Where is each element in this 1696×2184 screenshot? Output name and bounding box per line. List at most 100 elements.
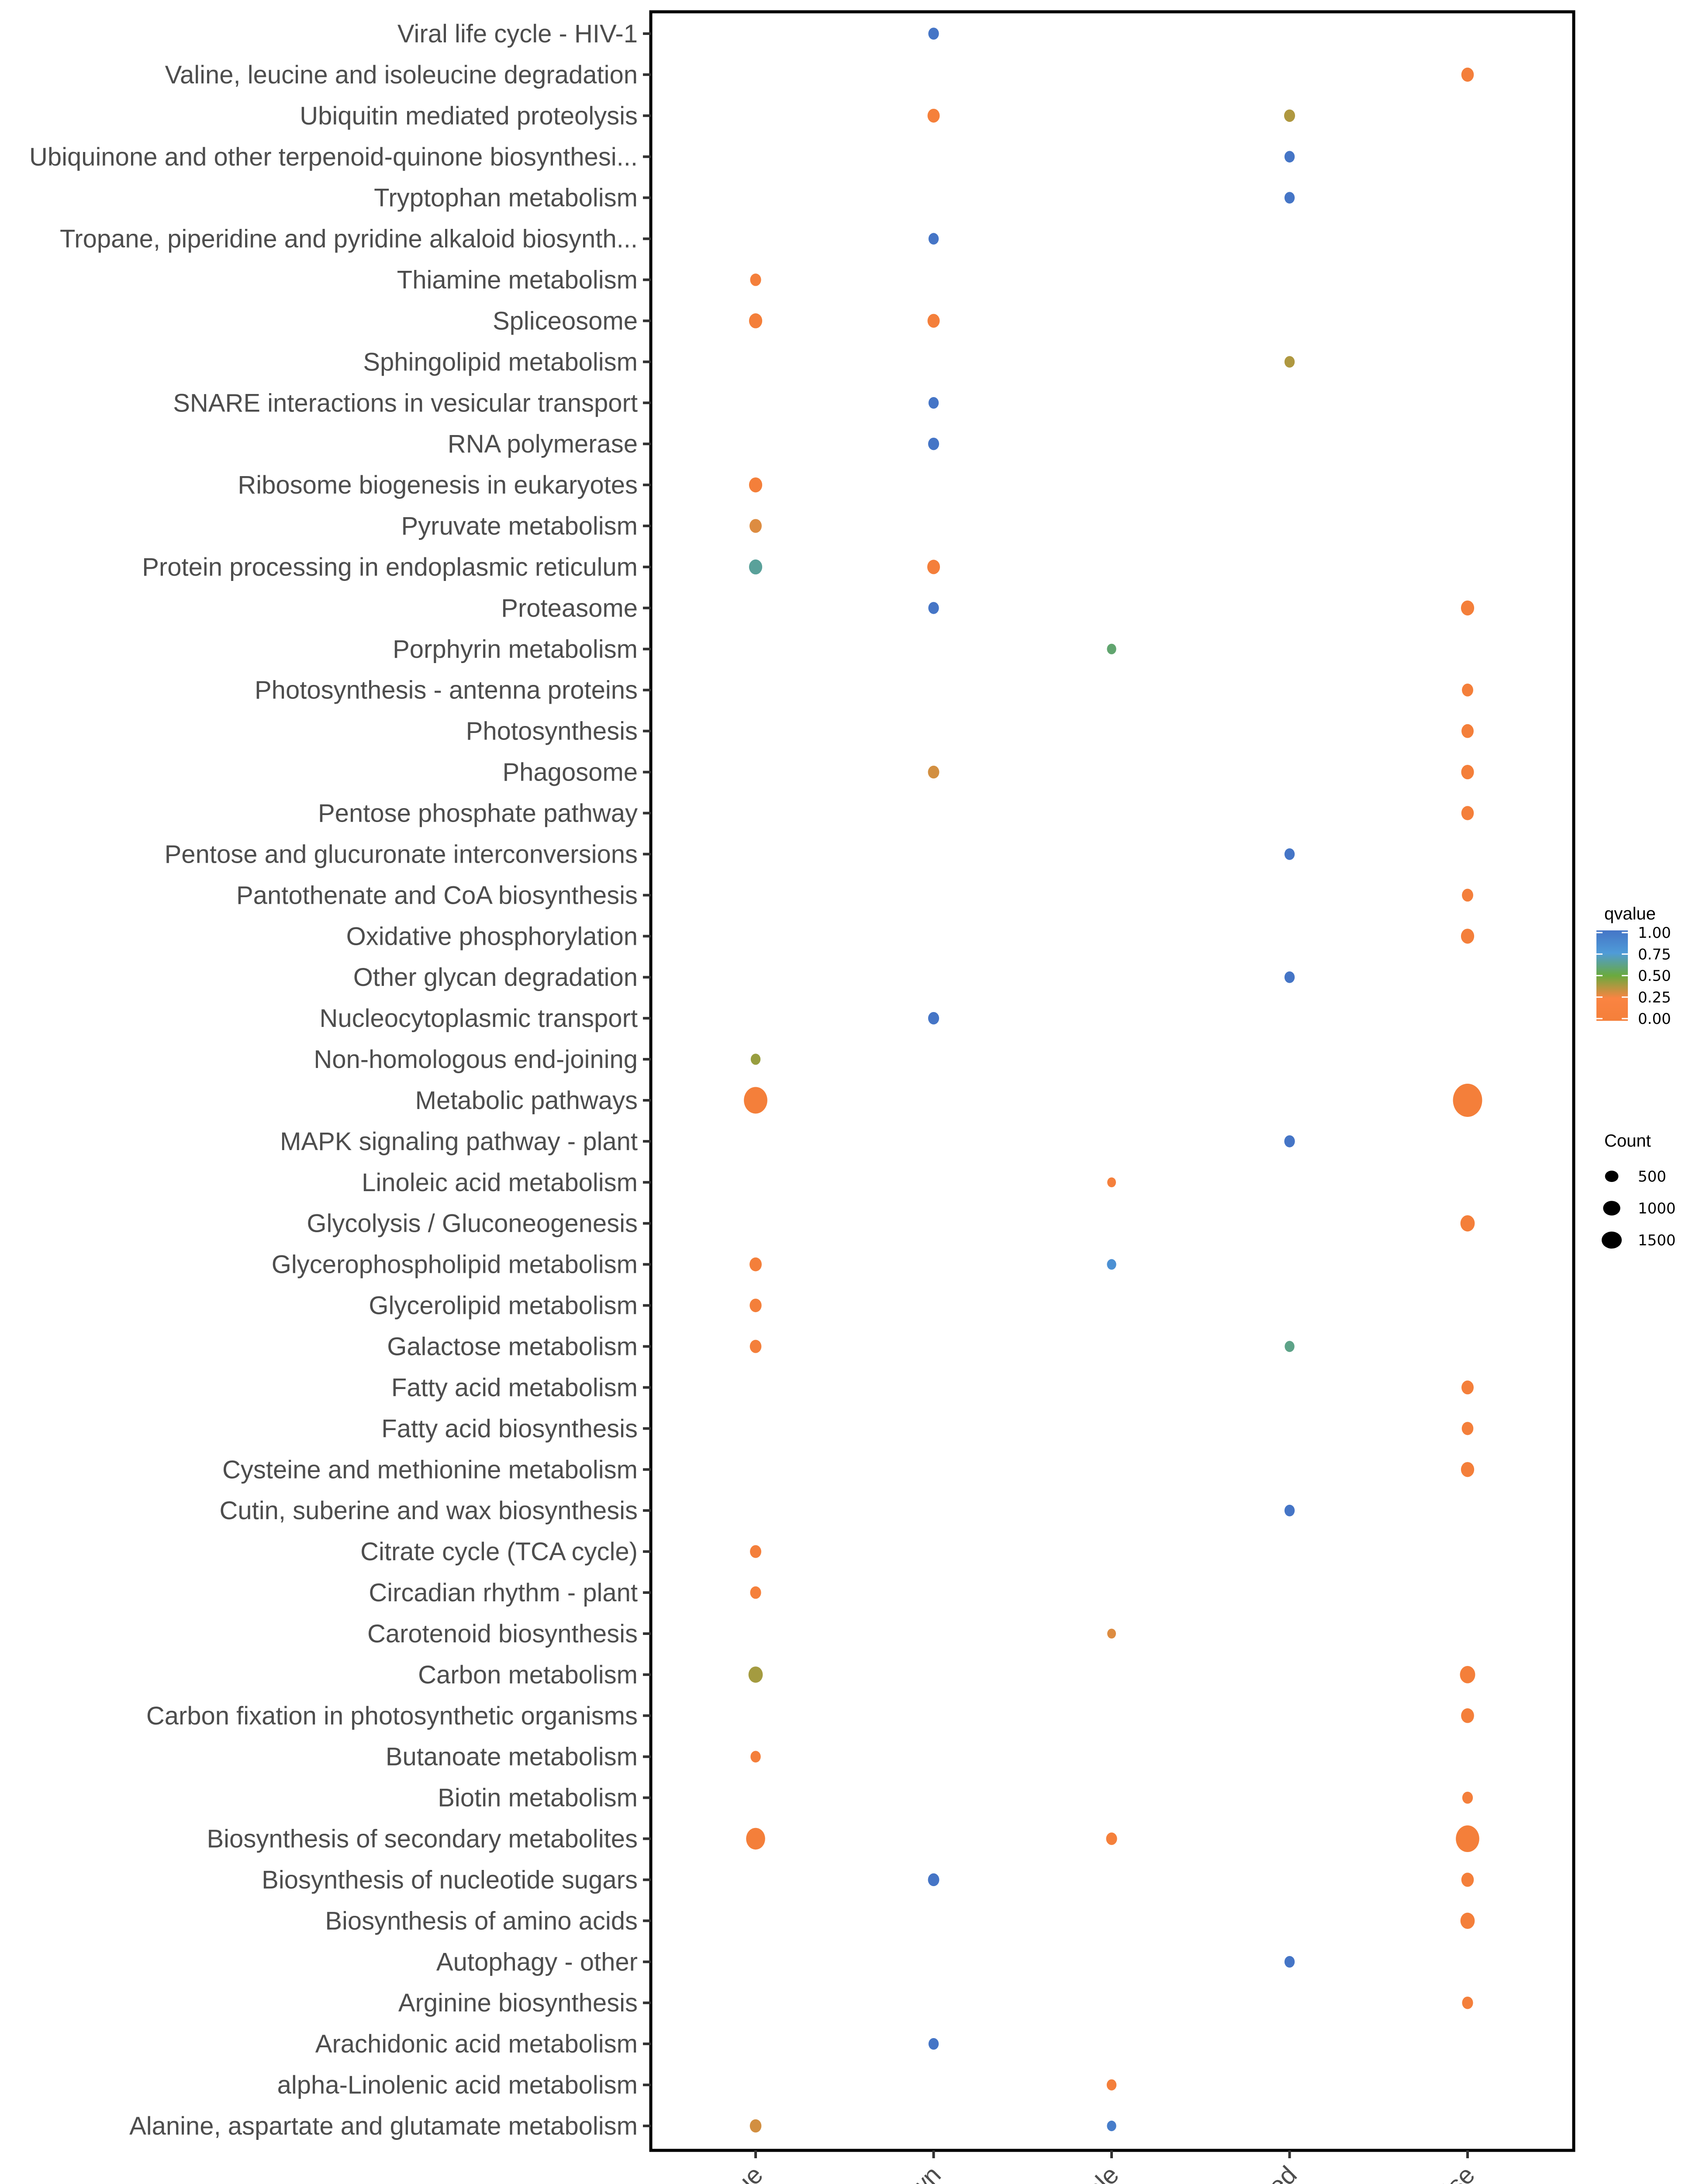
data-point xyxy=(750,1054,761,1065)
x-axis-ticks xyxy=(754,2150,1469,2158)
y-axis-ticks xyxy=(643,32,651,2127)
data-point xyxy=(927,108,940,123)
data-point xyxy=(750,1545,761,1558)
x-axis-labels: blue brown purple red turquoise xyxy=(715,2160,1481,2184)
data-point xyxy=(1461,765,1474,780)
data-point xyxy=(1285,1341,1295,1352)
y-tick-label: Biosynthesis of amino acids xyxy=(325,1907,638,1935)
y-tick-label: Carbon metabolism xyxy=(418,1661,638,1689)
data-point xyxy=(1460,1666,1475,1683)
data-point xyxy=(928,397,939,409)
y-tick-label: Circadian rhythm - plant xyxy=(369,1579,638,1607)
y-tick-label: Ubiquitin mediated proteolysis xyxy=(300,102,638,130)
y-tick-label: SNARE interactions in vesicular transpor… xyxy=(173,389,638,417)
y-tick-label: Tropane, piperidine and pyridine alkaloi… xyxy=(60,225,638,253)
data-point xyxy=(1284,151,1295,163)
x-tick-label: brown xyxy=(877,2160,946,2184)
colorbar-tick-label: 0.50 xyxy=(1638,968,1671,985)
data-point xyxy=(1107,1628,1116,1639)
data-point xyxy=(749,559,763,575)
y-tick-label: Biotin metabolism xyxy=(438,1784,638,1812)
data-point xyxy=(1284,1956,1295,1968)
y-tick-label: Proteasome xyxy=(501,594,638,622)
data-point xyxy=(1461,1708,1474,1723)
colorbar-tick-label: 0.75 xyxy=(1638,946,1671,963)
count-legend-dot xyxy=(1605,1170,1619,1182)
data-point xyxy=(1107,643,1116,654)
y-tick-label: Arginine biosynthesis xyxy=(398,1989,638,2017)
data-point xyxy=(1107,1259,1116,1270)
qvalue-colorbar-ticks: 1.00 0.75 0.50 0.25 0.00 xyxy=(1596,924,1671,1028)
count-legend-label: 1000 xyxy=(1638,1200,1676,1217)
data-point xyxy=(1462,1996,1473,2009)
data-point xyxy=(1284,1504,1295,1517)
data-point xyxy=(1106,2079,1117,2091)
data-point xyxy=(1461,1873,1474,1887)
x-tick-label: blue xyxy=(715,2160,769,2184)
data-point xyxy=(1462,1791,1473,1804)
y-tick-label: Spliceosome xyxy=(493,307,638,335)
data-point xyxy=(1461,1422,1474,1435)
y-tick-label: Phagosome xyxy=(502,758,638,787)
y-tick-label: Photosynthesis - antenna proteins xyxy=(255,676,638,705)
data-point xyxy=(1462,684,1473,697)
qvalue-legend-title: qvalue xyxy=(1604,904,1656,923)
data-point xyxy=(928,437,940,450)
data-point xyxy=(1284,109,1295,122)
y-tick-label: Pantothenate and CoA biosynthesis xyxy=(236,881,638,909)
data-point xyxy=(1106,1832,1117,1845)
data-point xyxy=(750,1257,762,1272)
y-tick-label: Thiamine metabolism xyxy=(397,266,638,294)
data-point xyxy=(928,233,939,245)
y-tick-label: Glycerolipid metabolism xyxy=(369,1292,638,1320)
x-tick-label: turquoise xyxy=(1387,2160,1481,2184)
y-tick-label: Pentose and glucuronate interconversions xyxy=(165,840,638,868)
y-tick-label: Pyruvate metabolism xyxy=(401,512,638,540)
data-point xyxy=(928,2038,939,2050)
data-point xyxy=(1460,1215,1475,1232)
data-point xyxy=(1460,1912,1475,1929)
y-tick-label: Fatty acid biosynthesis xyxy=(381,1414,638,1443)
data-point xyxy=(927,560,940,574)
y-tick-label: Nucleocytoplasmic transport xyxy=(319,1004,638,1033)
count-legend-label: 1500 xyxy=(1638,1232,1676,1249)
y-tick-label: Ribosome biogenesis in eukaryotes xyxy=(238,471,638,499)
count-legend-dot xyxy=(1602,1231,1622,1249)
y-tick-label: Glycerophospholipid metabolism xyxy=(272,1251,638,1279)
data-point xyxy=(749,313,763,328)
data-point xyxy=(749,477,763,493)
data-points xyxy=(744,28,1482,2133)
y-tick-label: MAPK signaling pathway - plant xyxy=(280,1127,638,1156)
y-tick-label: Citrate cycle (TCA cycle) xyxy=(360,1538,638,1566)
data-point xyxy=(748,1666,763,1683)
y-tick-label: Glycolysis / Gluconeogenesis xyxy=(307,1209,638,1238)
data-point xyxy=(746,1828,765,1850)
count-legend-title: Count xyxy=(1604,1131,1651,1151)
y-tick-label: Oxidative phosphorylation xyxy=(346,922,638,950)
count-legend-keys: 500 1000 1500 xyxy=(1602,1168,1676,1249)
x-tick-label: purple xyxy=(1054,2160,1124,2184)
data-point xyxy=(1461,1462,1475,1477)
data-point xyxy=(750,2119,762,2133)
colorbar-tick-label: 0.00 xyxy=(1638,1010,1671,1028)
y-tick-label: Biosynthesis of nucleotide sugars xyxy=(262,1866,638,1894)
data-point xyxy=(750,1299,762,1313)
data-point xyxy=(1461,67,1474,82)
data-point xyxy=(1462,888,1473,902)
data-point xyxy=(1461,724,1474,738)
data-point xyxy=(928,1012,940,1025)
data-point xyxy=(1456,1825,1479,1852)
y-tick-label: Sphingolipid metabolism xyxy=(363,348,638,376)
data-point xyxy=(1461,600,1475,616)
x-tick-label: red xyxy=(1256,2160,1302,2184)
y-tick-label: Other glycan degradation xyxy=(353,963,638,992)
y-tick-label: Galactose metabolism xyxy=(387,1332,638,1361)
data-point xyxy=(928,1873,940,1887)
y-tick-label: Protein processing in endoplasmic reticu… xyxy=(142,553,638,581)
data-point xyxy=(750,1751,761,1763)
data-point xyxy=(1453,1083,1482,1117)
plot-panel xyxy=(649,10,1575,2152)
data-point xyxy=(750,273,761,286)
y-tick-label: Carotenoid biosynthesis xyxy=(367,1620,638,1648)
colorbar-tick-label: 1.00 xyxy=(1638,924,1671,942)
